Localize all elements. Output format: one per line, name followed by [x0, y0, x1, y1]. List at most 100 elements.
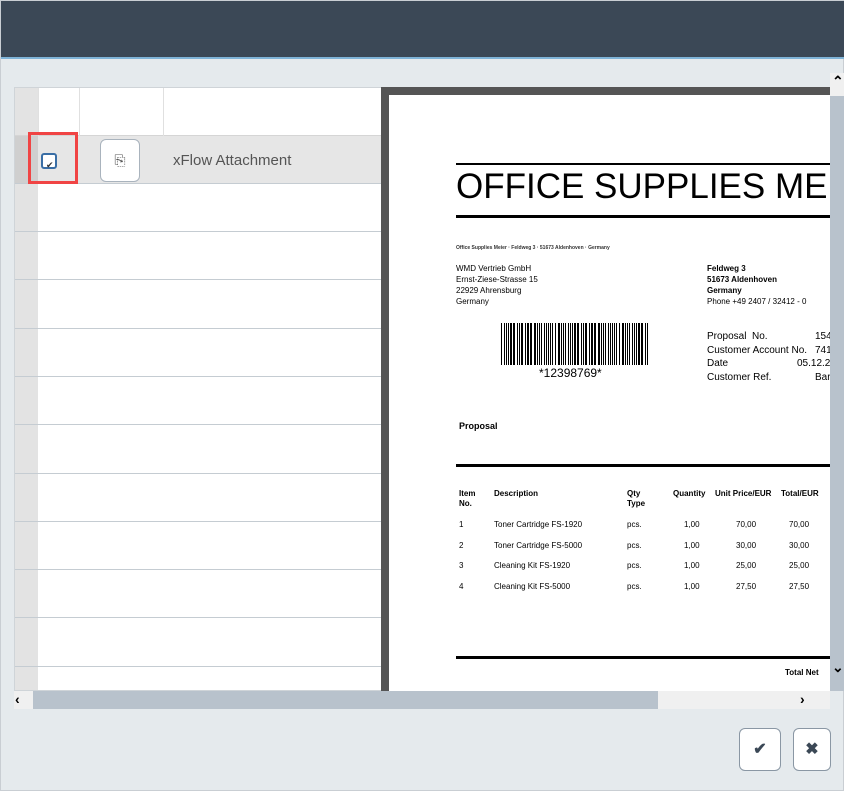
info-label: Date [707, 358, 729, 369]
barcode-bar [577, 323, 579, 365]
horizontal-scrollbar[interactable]: ‹ › [14, 691, 830, 709]
barcode-bar [555, 323, 556, 365]
column-divider [79, 88, 80, 136]
barcode-bar [603, 323, 604, 365]
item-unit-price: 30,00 [736, 540, 757, 550]
column-divider [163, 88, 164, 136]
barcode-bar [510, 323, 512, 365]
info-value: 741 [815, 344, 830, 356]
barcode-bar [634, 323, 635, 365]
barcode-bar [534, 323, 536, 365]
barcode-bar [552, 323, 553, 365]
item-total: 27,50 [789, 582, 810, 592]
empty-row [15, 232, 383, 281]
item-type: pcs. [627, 520, 642, 529]
barcode-bar [527, 323, 529, 365]
empty-row [15, 474, 383, 522]
item-description: Cleaning Kit FS-1920 [494, 561, 571, 571]
info-row: Customer Account No. 741 [707, 344, 830, 358]
item-no: 2 [459, 540, 464, 550]
barcode-bar [565, 323, 566, 365]
horizontal-scroll-thumb[interactable] [33, 691, 658, 709]
cancel-button[interactable]: ✖ [793, 728, 831, 771]
item-quantity: 1,00 [684, 540, 700, 550]
header-qty-type: Qty Type [627, 489, 646, 508]
recipient-line: 22929 Ahrensburg [456, 286, 522, 295]
table-row[interactable]: ✔ ⎘ xFlow Attachment [15, 136, 383, 184]
scroll-right-icon[interactable]: › [800, 691, 805, 707]
barcode-bar [568, 323, 569, 365]
scroll-up-icon[interactable]: ⌃ [832, 73, 844, 89]
barcode-bar [632, 323, 633, 365]
item-unit-price: 27,50 [736, 582, 757, 592]
barcode-bar [638, 323, 640, 365]
item-type: pcs. [627, 540, 642, 550]
barcode-bar [530, 323, 532, 365]
barcode-bar [519, 323, 520, 365]
pdf-page: OFFICE SUPPLIES ME Office Supplies Meier… [389, 95, 830, 691]
dialog-header [1, 1, 844, 59]
barcode-bar [645, 323, 646, 365]
vertical-scroll-thumb[interactable] [830, 96, 844, 691]
barcode-bar [563, 323, 564, 365]
close-icon: ✖ [805, 741, 819, 758]
info-row: Customer Ref. Bar [707, 371, 830, 385]
item-description: Toner Cartridge FS-1920 [494, 520, 583, 529]
scroll-left-icon[interactable]: ‹ [15, 691, 20, 707]
barcode-bar [616, 323, 617, 365]
doc-title: OFFICE SUPPLIES ME [456, 167, 828, 206]
check-icon: ✔ [753, 741, 767, 758]
pdf-viewer: OFFICE SUPPLIES ME Office Supplies Meier… [381, 87, 830, 691]
barcode-bar [501, 323, 502, 365]
barcode-bar [641, 323, 643, 365]
barcode-bar [517, 323, 518, 365]
barcode-bar [583, 323, 584, 365]
row-number-cell [15, 136, 38, 183]
pdf-icon: ⎘ [114, 152, 126, 168]
barcode-bar [589, 323, 590, 365]
item-no: 4 [459, 582, 464, 592]
recipient-line: Ernst-Ziese-Strasse 15 [456, 275, 538, 284]
company-line: 51673 Aldenhoven [707, 275, 777, 284]
empty-row [15, 426, 383, 474]
info-row: Date 05.12.2013 [707, 357, 830, 371]
barcode-bar [598, 323, 600, 365]
barcode-bar [581, 323, 582, 365]
sender-line: Office Supplies Meier · Feldweg 3 · 5167… [456, 245, 610, 251]
row-checkbox[interactable]: ✔ [41, 153, 57, 170]
empty-row [15, 281, 383, 329]
barcode-bar [647, 323, 648, 365]
company-line: Feldweg 3 [707, 264, 746, 273]
pdf-file-button[interactable]: ⎘ [100, 139, 140, 182]
proposal-info: Proposal No. 154 Customer Account No. 741 Da… [707, 330, 830, 384]
company-line: Germany [707, 286, 742, 295]
barcode-bar [627, 323, 628, 365]
barcode [501, 323, 652, 365]
barcode-bar [561, 323, 562, 365]
document-type: Proposal [459, 421, 498, 431]
scroll-down-icon[interactable]: ⌄ [832, 659, 844, 675]
barcode-bar [541, 323, 542, 365]
vertical-scrollbar[interactable]: ⌃ ⌄ [830, 73, 844, 691]
barcode-bar [544, 323, 545, 365]
recipient-line: WMD Vertrieb GmbH [456, 264, 532, 273]
barcode-bar [619, 323, 620, 365]
barcode-bar [601, 323, 602, 365]
barcode-bar [585, 323, 587, 365]
empty-row [15, 667, 383, 690]
barcode-bar [605, 323, 606, 365]
barcode-bar [539, 323, 540, 365]
item-description: Cleaning Kit FS-5000 [494, 582, 571, 592]
item-no: 1 [459, 520, 464, 529]
item-unit-price: 25,00 [736, 561, 757, 571]
barcode-bar [508, 323, 509, 365]
recipient-address: WMD Vertrieb GmbH Ernst-Ziese-Strasse 15… [456, 263, 538, 307]
confirm-button[interactable]: ✔ [739, 728, 781, 771]
barcode-bar [537, 323, 538, 365]
barcode-bar [629, 323, 630, 365]
info-label: Customer Ref. [707, 371, 772, 383]
barcode-bar [625, 323, 626, 365]
title-rule-bottom [456, 215, 830, 218]
barcode-bar [504, 323, 505, 365]
barcode-bar [614, 323, 615, 365]
